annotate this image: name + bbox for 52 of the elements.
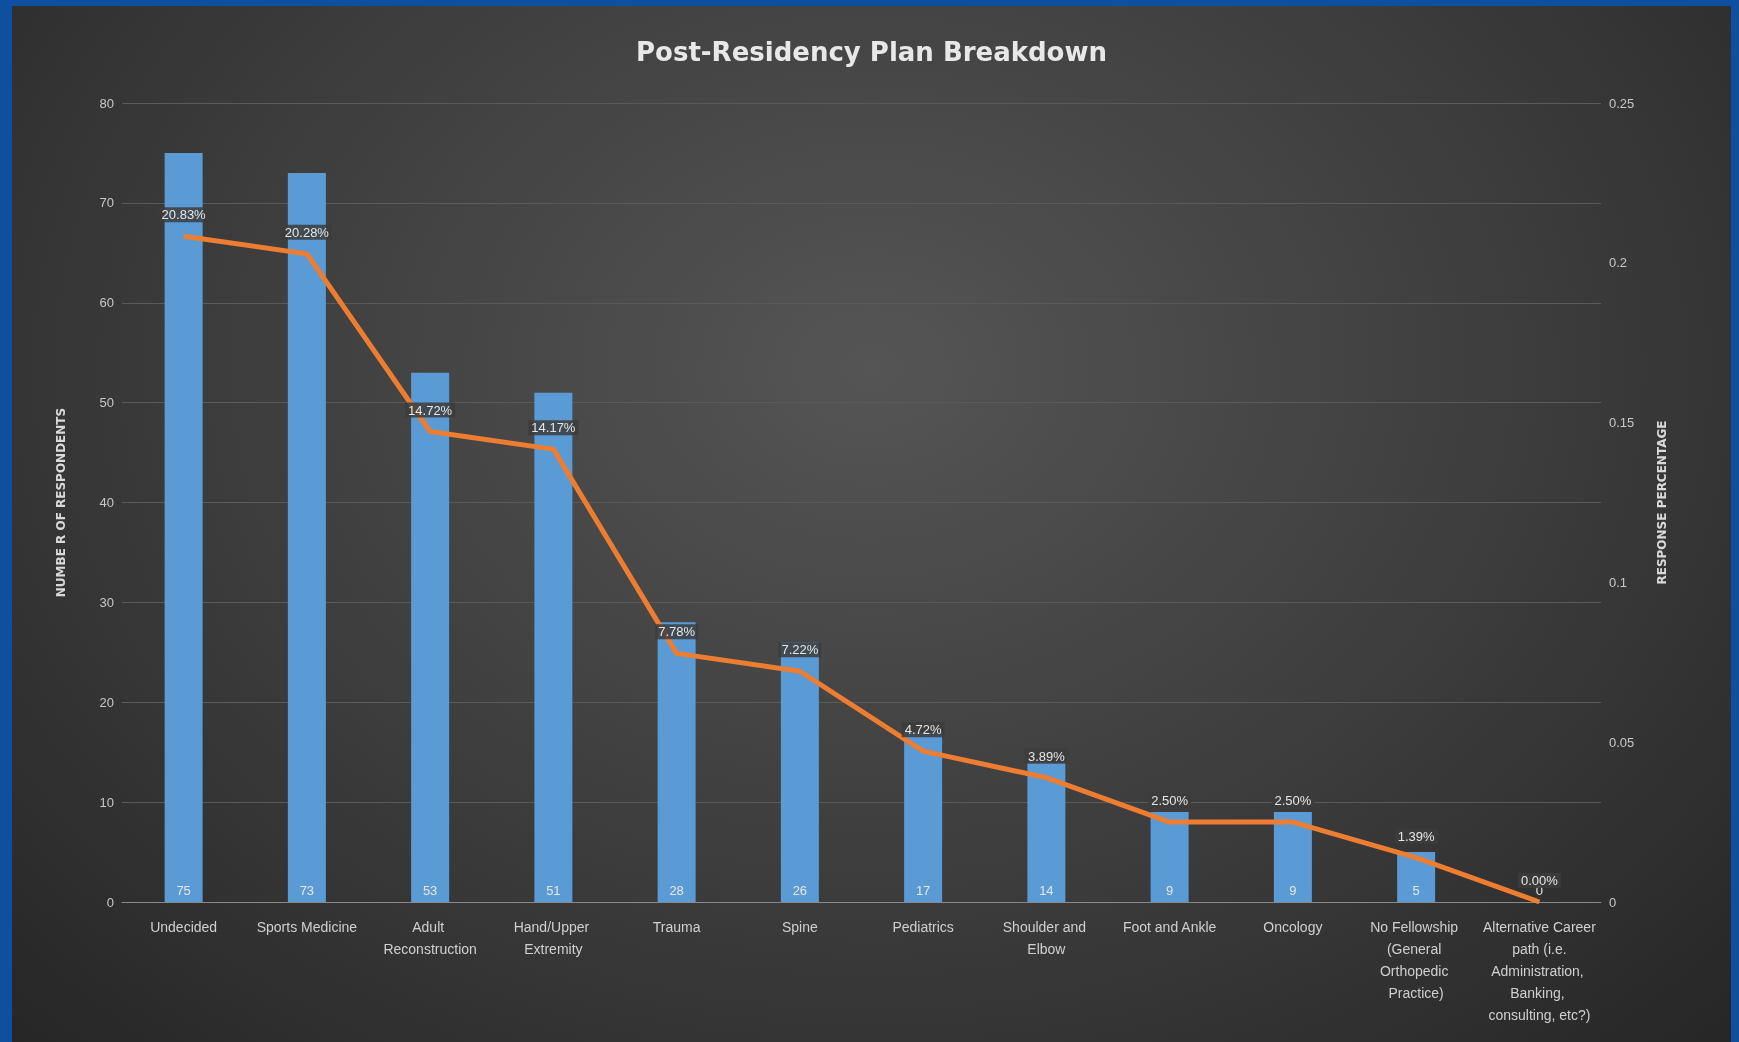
data-label: 17 xyxy=(915,883,931,898)
data-label: 20.28% xyxy=(284,224,330,240)
chart-title: Post-Residency Plan Breakdown xyxy=(635,37,1108,67)
data-label: 51 xyxy=(546,883,561,898)
y-tick-label: 60 xyxy=(99,295,114,311)
data-label: 14.72% xyxy=(408,402,453,418)
x-tick-label: Undecided xyxy=(150,919,218,935)
data-label: 14.17% xyxy=(531,420,576,436)
y-tick-label: 70 xyxy=(99,195,114,211)
data-label: 2.50% xyxy=(1274,793,1312,809)
y2-tick-label: 0.05 xyxy=(1609,734,1635,750)
data-label: 3.89% xyxy=(1027,748,1066,764)
y-axis-title: NUMBE R OF RESPONDENTS xyxy=(54,407,68,598)
data-label: 53 xyxy=(422,883,438,898)
x-tick-label: Foot and Ankle xyxy=(1122,919,1217,935)
data-label: 7.78% xyxy=(658,624,696,640)
y2-tick-label: 0.15 xyxy=(1609,415,1635,431)
y-tick-label: 50 xyxy=(99,395,114,411)
data-label: 9 xyxy=(1166,883,1174,898)
y2-axis-title: RESPONSE PERCENTAGE xyxy=(1655,420,1669,585)
x-tick-label: Oncology xyxy=(1263,919,1323,935)
data-label: 7.22% xyxy=(781,642,819,658)
y2-tick-label: 0 xyxy=(1609,894,1617,910)
data-label: 9 xyxy=(1289,883,1297,898)
y2-tick-label: 0.25 xyxy=(1609,95,1635,111)
x-tick-label: Alternative Career path (i.e. Administration, Banking, consulting, etc?) xyxy=(1482,919,1597,1023)
y-tick-label: 30 xyxy=(99,594,114,610)
y2-tick-label: 0.2 xyxy=(1609,255,1628,271)
x-tick-label: Adult Reconstruction xyxy=(383,919,477,957)
data-label: 4.72% xyxy=(904,722,942,738)
data-label: 2.50% xyxy=(1151,793,1189,809)
data-label: 73 xyxy=(299,883,315,898)
x-tick-label: Pediatrics xyxy=(892,919,954,935)
data-label: 75 xyxy=(176,883,191,898)
x-tick-label: Hand/Upper Extremity xyxy=(513,919,594,957)
x-tick-label: Shoulder and Elbow xyxy=(1002,919,1090,957)
x-tick-label: Spine xyxy=(781,919,818,935)
x-tick-label: No Fellowship (General Orthopedic Practice) xyxy=(1370,919,1463,1001)
y-tick-label: 40 xyxy=(99,495,114,510)
y-tick-label: 20 xyxy=(99,694,114,710)
y-tick-label: 10 xyxy=(99,794,114,810)
data-label: 5 xyxy=(1412,883,1420,898)
x-tick-label: Sports Medicine xyxy=(256,919,358,935)
data-label: 26 xyxy=(792,883,808,898)
data-label: 20.83% xyxy=(161,207,207,223)
x-tick-label: Trauma xyxy=(652,919,701,935)
y-tick-label: 0 xyxy=(106,894,114,910)
y2-tick-label: 0.1 xyxy=(1609,574,1628,590)
data-label: 1.39% xyxy=(1397,828,1435,844)
data-label: 14 xyxy=(1039,883,1054,898)
data-label: 28 xyxy=(669,883,684,898)
y-tick-label: 80 xyxy=(99,95,114,111)
